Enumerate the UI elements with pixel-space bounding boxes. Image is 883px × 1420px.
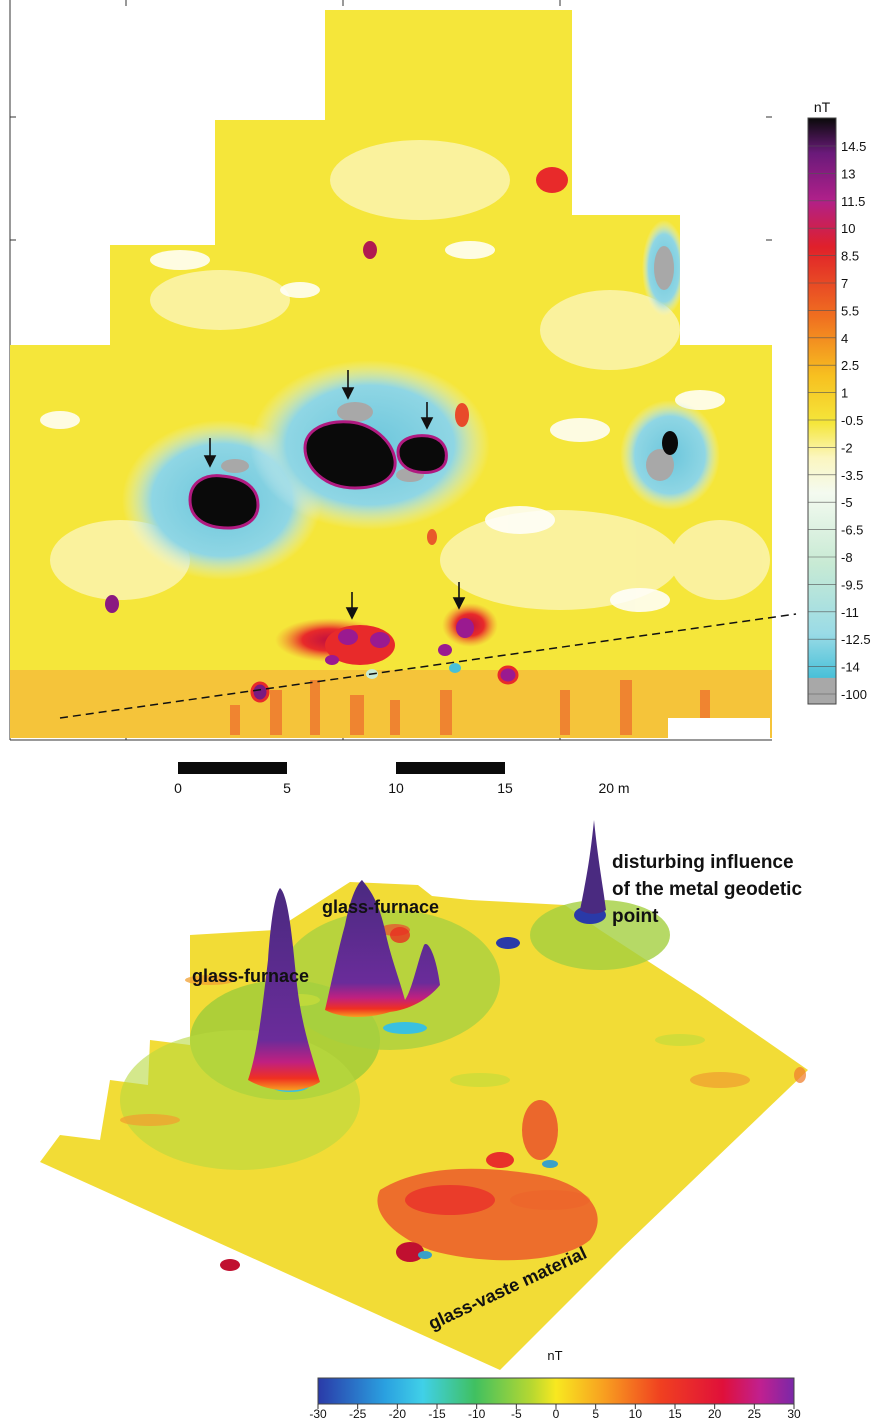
annotation-furnace-right: glass-furnace <box>322 897 439 917</box>
waste-red-zone <box>220 927 598 1271</box>
anomaly-central-furnace <box>303 420 397 490</box>
legend-tick-label: 8.5 <box>841 249 859 264</box>
pale-patches <box>50 140 770 610</box>
peak-geodetic-point <box>580 820 606 914</box>
colorbar-tick-label: 20 <box>708 1407 722 1420</box>
colorbar-tick-label: -20 <box>389 1407 407 1420</box>
legend-tick-label: 1 <box>841 386 848 401</box>
colorbar-tick-label: 30 <box>787 1407 801 1420</box>
legend-bar <box>807 117 837 705</box>
legend-tick-label: -11 <box>841 605 859 620</box>
legend-tick-label: -6.5 <box>841 523 863 538</box>
colorbar-tick-label: 0 <box>553 1407 560 1420</box>
colorbar-tick-label: -30 <box>309 1407 327 1420</box>
peak-central-furnace <box>325 880 440 1017</box>
annotation-geodetic-line1: disturbing influence <box>612 852 794 873</box>
colorbar <box>317 1377 795 1405</box>
legend-tick-label: 11.5 <box>841 194 865 209</box>
legend-tick-label: -8 <box>841 550 853 565</box>
scale-label-5: 5 <box>283 780 291 796</box>
colorbar-tick-label: -15 <box>428 1407 446 1420</box>
arrow-central-furnace-east <box>420 402 434 430</box>
legend-tick-label: -3.5 <box>841 468 863 483</box>
legend-tick-label: -2 <box>841 440 853 455</box>
scale-label-15: 15 <box>497 780 513 796</box>
colorbar-tick-label: 25 <box>748 1407 762 1420</box>
annotation-furnace-left: glass-furnace <box>192 966 309 986</box>
legend-tick-label: -14 <box>841 660 860 675</box>
colorbar-tick-label: 15 <box>668 1407 682 1420</box>
minimum-patches <box>221 246 674 482</box>
anomaly-left-furnace <box>188 474 260 530</box>
arrow-central-furnace <box>341 370 355 400</box>
anomaly-central-furnace-east <box>396 434 448 474</box>
arrow-waste-left <box>345 592 359 620</box>
legend-ticks: 14.5 13 11.5 10 8.5 7 5.5 4 2.5 1 -0.5 -2 -3.5 -5 -6.5… <box>808 139 871 702</box>
anomaly-arrows <box>203 370 466 620</box>
peak-left-furnace <box>248 888 320 1091</box>
scale-bar: 0 5 10 15 20 m <box>174 762 630 796</box>
scale-label-10: 10 <box>388 780 404 796</box>
colorbar-tick-label: -10 <box>468 1407 486 1420</box>
legend-tick-label: -100 <box>841 687 867 702</box>
scale-label-0: 0 <box>174 780 182 796</box>
legend-unit: nT <box>814 99 831 115</box>
legend-tick-label: 14.5 <box>841 139 866 154</box>
white-specks <box>40 241 725 612</box>
legend-tick-label: -0.5 <box>841 413 863 428</box>
strong-anomalies <box>188 420 678 530</box>
colorbar-unit: nT <box>547 1348 562 1363</box>
scale-label-20m: 20 m <box>598 780 629 796</box>
legend-tick-label: -5 <box>841 495 853 510</box>
bottom-red-streaks <box>230 680 710 735</box>
colorbar-tick-label: 5 <box>592 1407 599 1420</box>
red-anomalies <box>105 167 568 703</box>
legend-tick-label: 4 <box>841 331 848 346</box>
anomaly-geodetic-point <box>662 431 678 455</box>
legend-tick-label: 2.5 <box>841 358 859 373</box>
annotation-geodetic-line2: of the metal geodetic <box>612 879 802 900</box>
legend-tick-label: 10 <box>841 221 855 236</box>
boundary-dashed-line <box>59 613 797 719</box>
blue-dip-top <box>496 937 520 949</box>
scale-segment-5-10 <box>287 762 396 774</box>
bottom-3d-map: disturbing influence of the metal geodet… <box>40 820 808 1420</box>
green-zone-geodetic <box>530 900 670 970</box>
legend-tick-label: 7 <box>841 276 848 291</box>
arrow-left-furnace <box>203 438 217 468</box>
colorbar-ticks: -30 -25 -20 -15 -10 -5 0 5 10 15 20 25 30 <box>309 1404 801 1420</box>
scale-segment-0-5 <box>178 762 287 774</box>
colorbar-tick-label: -5 <box>511 1407 522 1420</box>
green-zone-mid <box>120 1030 360 1170</box>
scale-segment-10-15 <box>396 762 505 774</box>
colorbar-tick-label: 10 <box>629 1407 643 1420</box>
blue-dip-central <box>383 1022 427 1034</box>
arrow-waste-right <box>452 582 466 610</box>
blank-corner <box>668 718 770 738</box>
legend-tick-label: -9.5 <box>841 577 863 592</box>
top-magnetic-map <box>9 0 797 741</box>
legend-tick-label: 5.5 <box>841 303 859 318</box>
annotation-geodetic-line3: point <box>612 906 659 927</box>
colorbar-tick-label: -25 <box>349 1407 367 1420</box>
legend-tick-label: 13 <box>841 166 855 181</box>
top-legend: nT 14.5 13 11.5 10 8.5 7 5.5 4 2.5 1 -0.5 -2 -3.5 -5 -… <box>807 99 871 705</box>
legend-tick-label: -12.5 <box>841 632 871 647</box>
